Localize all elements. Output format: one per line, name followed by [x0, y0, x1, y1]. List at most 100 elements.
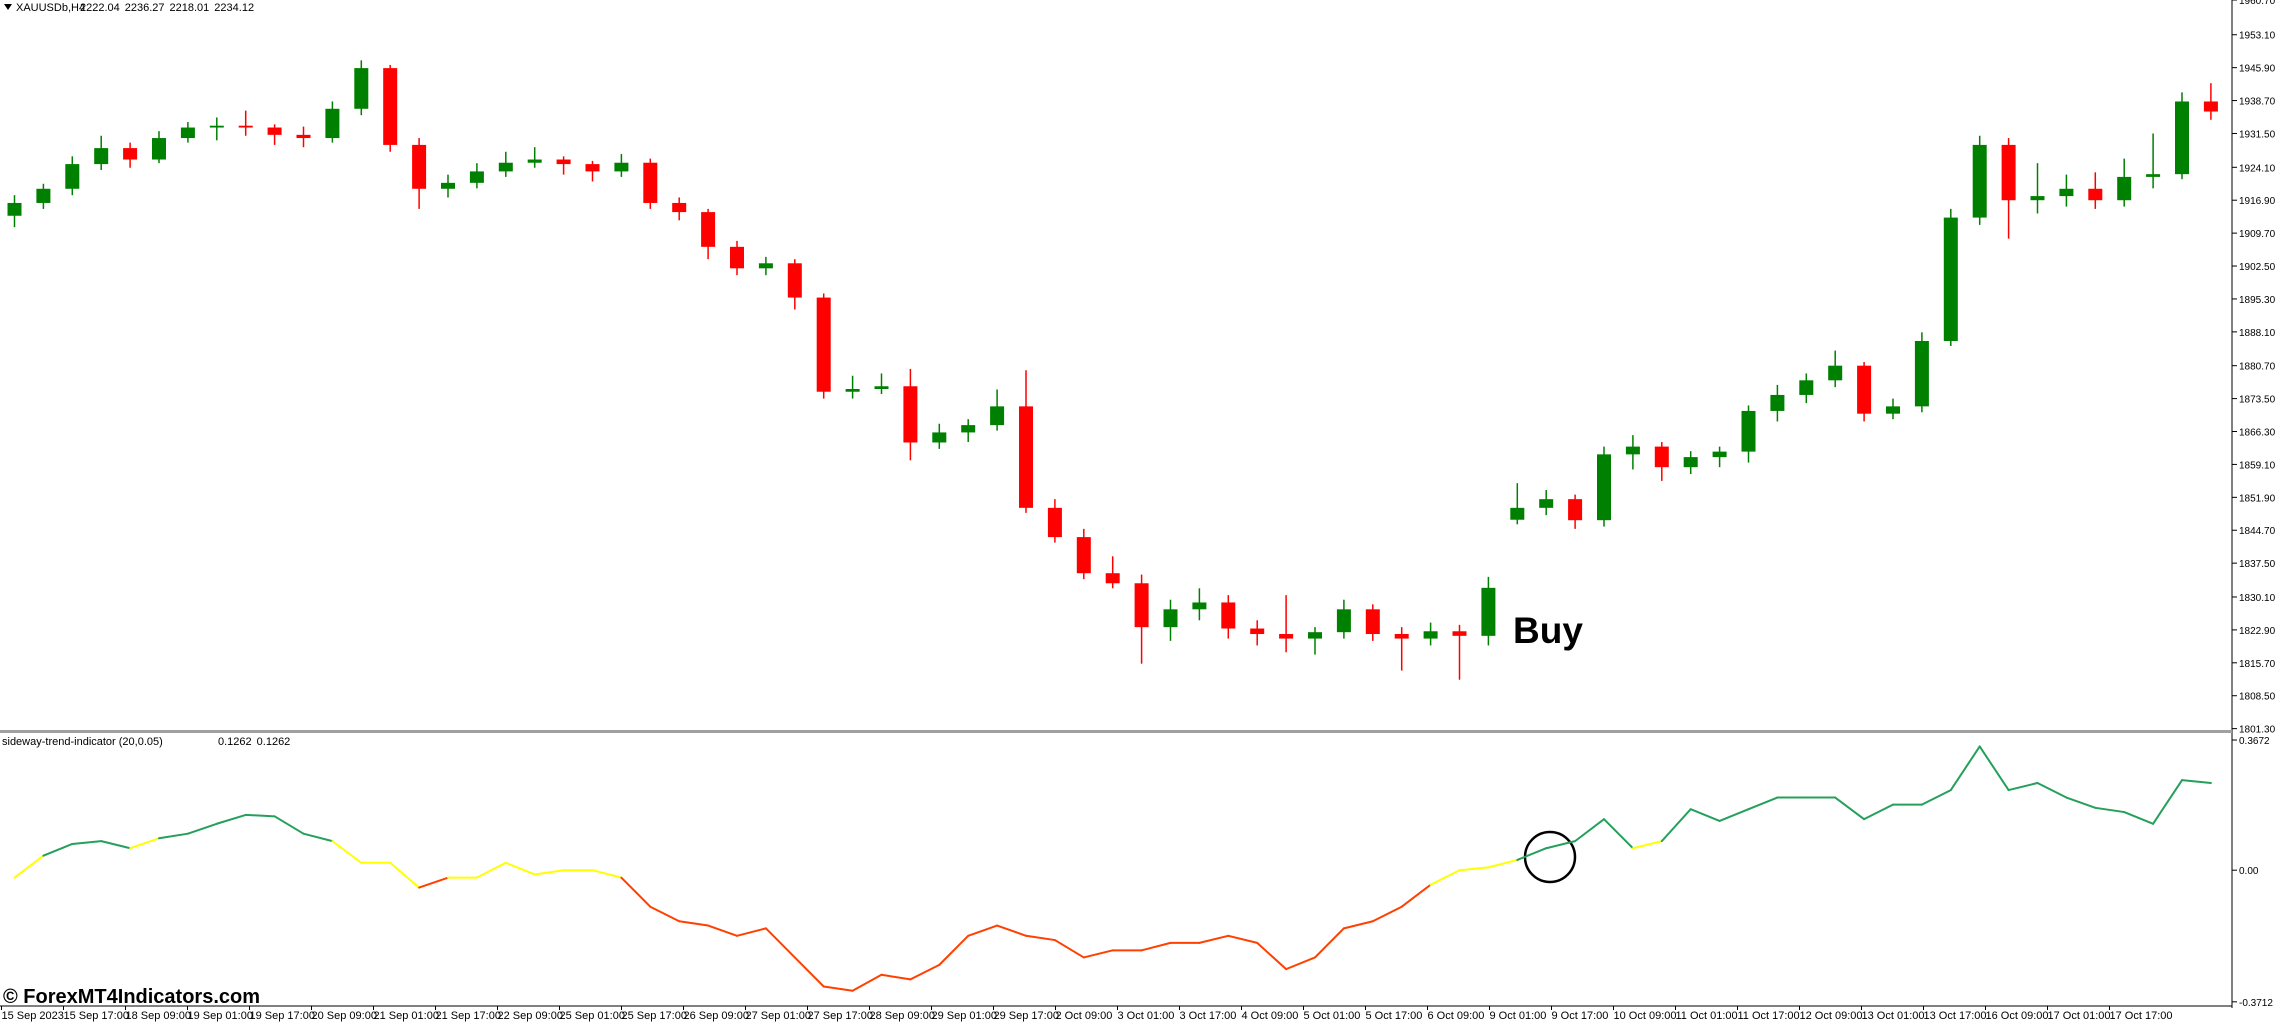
- candle-body: [845, 388, 860, 392]
- candle-body: [932, 432, 947, 443]
- indicator-segment: [1198, 934, 1230, 944]
- candle-body: [412, 144, 427, 189]
- indicator-segment: [793, 956, 825, 988]
- indicator-segment: [2152, 779, 2183, 825]
- indicator-segment: [331, 840, 363, 864]
- y-tick-label: 1931.50: [2239, 129, 2276, 140]
- candle-body: [1336, 609, 1351, 633]
- y-tick-label: 1822.90: [2239, 626, 2276, 637]
- y-tick-label: 1960.70: [2239, 0, 2276, 7]
- indicator-segment: [129, 837, 160, 850]
- candle-body: [2203, 101, 2218, 112]
- indicator-segment: [1545, 840, 1577, 850]
- candle-body: [2088, 188, 2103, 201]
- candle-body: [1423, 631, 1438, 639]
- indicator-segment: [2123, 811, 2155, 825]
- x-tick-label: 21 Sep 01:00: [374, 1010, 439, 1022]
- indicator-segment: [2094, 806, 2126, 814]
- candle-body: [325, 108, 340, 139]
- indicator-segment: [13, 854, 45, 879]
- candle-body: [36, 188, 51, 203]
- y-tick-label: 1945.90: [2239, 64, 2276, 75]
- x-tick-label: 17 Oct 17:00: [2110, 1010, 2173, 1022]
- header-value: 0.1262: [257, 736, 291, 748]
- x-tick-label: 19 Sep 01:00: [188, 1010, 253, 1022]
- y-tick-label: 1830.10: [2239, 593, 2276, 604]
- x-tick-label: 15 Sep 2023: [2, 1010, 64, 1022]
- candle-body: [2146, 174, 2161, 177]
- candle-body: [1510, 507, 1525, 520]
- x-tick-label: 6 Oct 09:00: [1428, 1010, 1485, 1022]
- candle-body: [614, 162, 629, 172]
- y-tick-label: 1916.90: [2239, 196, 2276, 207]
- candle-body: [2175, 101, 2189, 175]
- candle-body: [1279, 634, 1294, 639]
- candle-body: [585, 164, 600, 172]
- candle-body: [1308, 632, 1322, 639]
- candle-body: [441, 182, 455, 189]
- x-tick-label: 17 Oct 01:00: [2048, 1010, 2111, 1022]
- indicator-segment: [1863, 803, 1894, 821]
- y-tick-label: -0.3712: [2239, 998, 2273, 1009]
- indicator-segment: [389, 861, 421, 889]
- y-tick-label: 1866.30: [2239, 428, 2276, 439]
- y-tick-label: 1902.50: [2239, 262, 2276, 273]
- candle-body: [2117, 176, 2132, 201]
- indicator-segment: [71, 840, 103, 845]
- header-value: 2236.27: [125, 2, 165, 14]
- x-tick-label: 18 Sep 09:00: [126, 1010, 191, 1022]
- indicator-segment: [678, 920, 710, 927]
- y-tick-label: 1815.70: [2239, 659, 2276, 670]
- indicator-segment: [244, 813, 276, 818]
- indicator-segment: [533, 869, 565, 876]
- candle-body: [469, 171, 484, 183]
- indicator-segment: [851, 973, 883, 992]
- candle-body: [1047, 507, 1062, 538]
- indicator-segment: [1487, 858, 1519, 869]
- candle-body: [383, 68, 398, 145]
- indicator-segment: [1400, 883, 1432, 908]
- indicator-segment: [302, 832, 334, 843]
- y-tick-label: 0.3672: [2239, 736, 2270, 747]
- indicator-segment: [2065, 796, 2097, 809]
- indicator-segment: [996, 924, 1027, 937]
- indicator-segment: [909, 963, 941, 981]
- indicator-segment: [100, 840, 132, 850]
- panel-separator: [0, 730, 2232, 733]
- y-tick-label: 1909.70: [2239, 229, 2276, 240]
- x-tick-label: 10 Oct 09:00: [1614, 1010, 1677, 1022]
- candle-body: [1886, 406, 1900, 414]
- x-tick-label: 20 Sep 09:00: [312, 1010, 377, 1022]
- indicator-segment: [2007, 781, 2039, 792]
- y-tick-label: 1924.10: [2239, 163, 2276, 174]
- header-value: 2218.01: [170, 2, 210, 14]
- candle-body: [643, 162, 658, 203]
- x-tick-label: 27 Sep 17:00: [808, 1010, 873, 1022]
- candle-body: [1625, 446, 1640, 455]
- candle-body: [1134, 583, 1149, 628]
- candle-body: [1105, 573, 1120, 584]
- candle-body: [990, 406, 1005, 426]
- x-tick-label: 29 Sep 01:00: [932, 1010, 997, 1022]
- y-tick-label: 1851.90: [2239, 493, 2276, 504]
- indicator-segment: [1747, 796, 1779, 811]
- indicator-segment: [1458, 866, 1490, 872]
- x-tick-label: 21 Sep 17:00: [436, 1010, 501, 1022]
- candle-body: [7, 202, 22, 216]
- indicator-segment: [504, 861, 536, 876]
- menu-arrow[interactable]: [4, 4, 12, 10]
- candle-body: [1394, 634, 1409, 639]
- indicator-segment: [1603, 818, 1634, 850]
- candle-body: [672, 202, 687, 213]
- indicator-segment: [1429, 869, 1461, 886]
- indicator-segment: [764, 927, 796, 959]
- indicator-segment: [1949, 745, 1981, 792]
- indicator-segment: [1574, 818, 1605, 843]
- candle-body: [1192, 602, 1207, 610]
- symbol-title: XAUUSDb,H4: [16, 2, 85, 14]
- candle-body: [1539, 499, 1554, 508]
- candle-body: [1914, 341, 1929, 407]
- indicator-segment: [418, 876, 449, 889]
- candle-body: [180, 127, 195, 139]
- y-tick-label: 1844.70: [2239, 526, 2276, 537]
